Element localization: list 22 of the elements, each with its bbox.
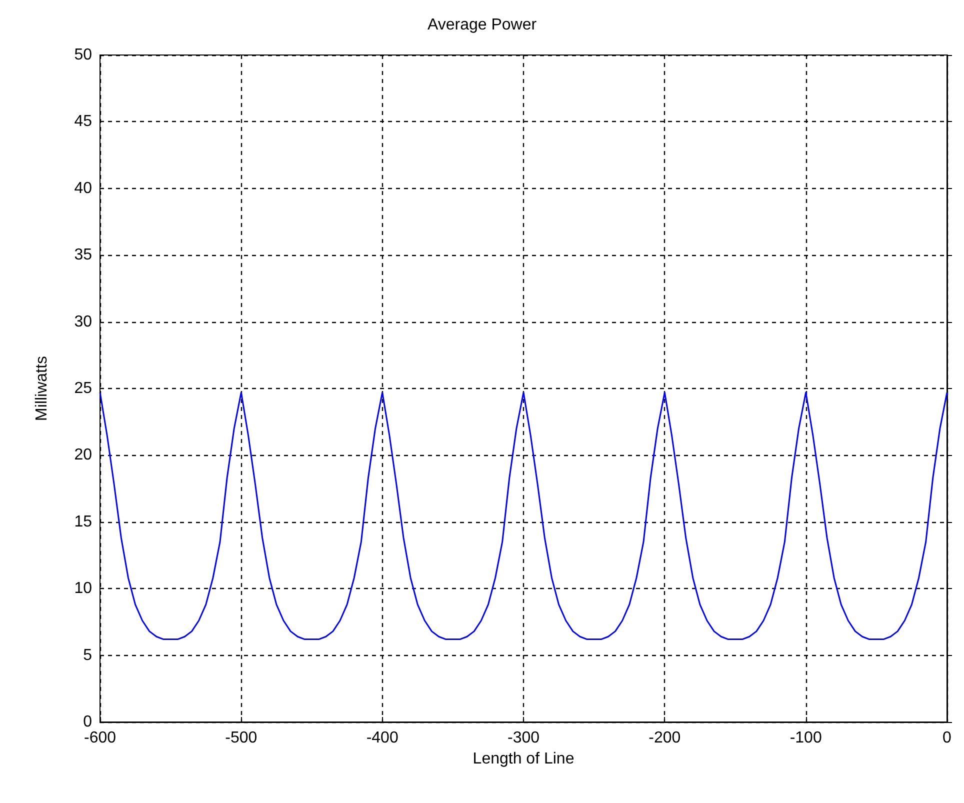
y-tick-label: 45	[74, 113, 92, 130]
x-tick-label: -600	[84, 730, 116, 746]
x-tick-label: 0	[942, 730, 952, 746]
y-tick-label: 0	[83, 714, 92, 730]
y-axis-title: Milliwatts	[34, 356, 50, 421]
y-tick-label: 5	[83, 646, 92, 664]
x-tick-label: -300	[507, 730, 540, 746]
x-tick-label: -100	[790, 730, 822, 746]
y-tick-label: 30	[74, 313, 92, 330]
y-tick-label: 15	[74, 513, 92, 530]
y-tick-label: 25	[74, 380, 92, 397]
y-tick-label: 20	[74, 446, 92, 464]
y-tick-label: 35	[74, 246, 92, 264]
x-tick-label: -400	[366, 730, 398, 746]
x-tick-label: -200	[648, 730, 681, 746]
x-axis-title: Length of Line	[472, 750, 574, 768]
y-tick-label: 40	[74, 180, 92, 197]
x-tick-label: -500	[225, 730, 258, 746]
y-tick-label: 10	[74, 580, 92, 598]
y-tick-label: 50	[74, 46, 92, 64]
chart-title: Average Power	[427, 16, 538, 34]
line-series	[99, 392, 948, 640]
